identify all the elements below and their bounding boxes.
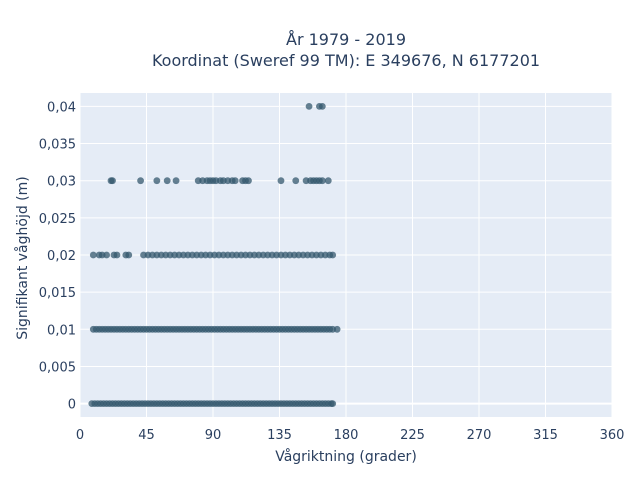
x-tick-label: 135	[267, 428, 292, 443]
data-point	[103, 251, 110, 259]
x-tick-label: 45	[138, 428, 155, 443]
data-point	[231, 177, 239, 185]
data-point	[163, 177, 171, 185]
data-point	[305, 102, 313, 110]
data-point	[318, 177, 326, 185]
data-point	[277, 177, 285, 185]
data-points	[88, 102, 341, 408]
x-tick-label: 225	[400, 428, 425, 443]
x-tick-label: 180	[334, 428, 359, 443]
x-tick-label: 0	[76, 428, 84, 443]
y-tick-label: 0,04	[47, 100, 76, 115]
y-tick-label: 0	[68, 398, 76, 413]
data-point	[324, 177, 332, 185]
x-axis-label: Vågriktning (grader)	[275, 448, 417, 465]
data-point	[153, 177, 161, 185]
chart-subtitle: Koordinat (Sweref 99 TM): E 349676, N 61…	[152, 51, 540, 70]
data-point	[125, 251, 133, 259]
data-point	[113, 251, 121, 259]
data-point	[172, 177, 180, 185]
data-point	[292, 177, 300, 185]
grid	[79, 93, 613, 417]
data-point	[109, 177, 116, 185]
x-axis-ticks: 0 45 90 135 180 225 270 315 360	[76, 428, 625, 443]
y-tick-label: 0,035	[39, 138, 76, 153]
x-tick-label: 90	[205, 428, 222, 443]
x-tick-label: 270	[467, 428, 492, 443]
y-axis-label: Signifikant våghöjd (m)	[14, 176, 31, 339]
data-point	[137, 177, 144, 185]
y-tick-label: 0,025	[39, 212, 76, 227]
chart-title: År 1979 - 2019	[286, 30, 406, 49]
y-tick-label: 0,01	[47, 323, 76, 338]
data-point	[333, 325, 341, 333]
data-point	[329, 400, 337, 408]
data-point	[245, 177, 252, 185]
data-point	[318, 102, 326, 110]
x-tick-label: 315	[533, 428, 558, 443]
data-point	[89, 251, 97, 259]
y-axis-ticks: 0 0,005 0,01 0,015 0,02 0,025 0,03 0,035 0,04	[39, 100, 76, 412]
y-tick-label: 0,015	[39, 286, 76, 301]
y-tick-label: 0,02	[47, 249, 76, 264]
y-tick-label: 0,005	[39, 360, 76, 375]
x-tick-label: 360	[600, 428, 625, 443]
y-tick-label: 0,03	[47, 175, 76, 190]
data-point	[329, 251, 337, 259]
